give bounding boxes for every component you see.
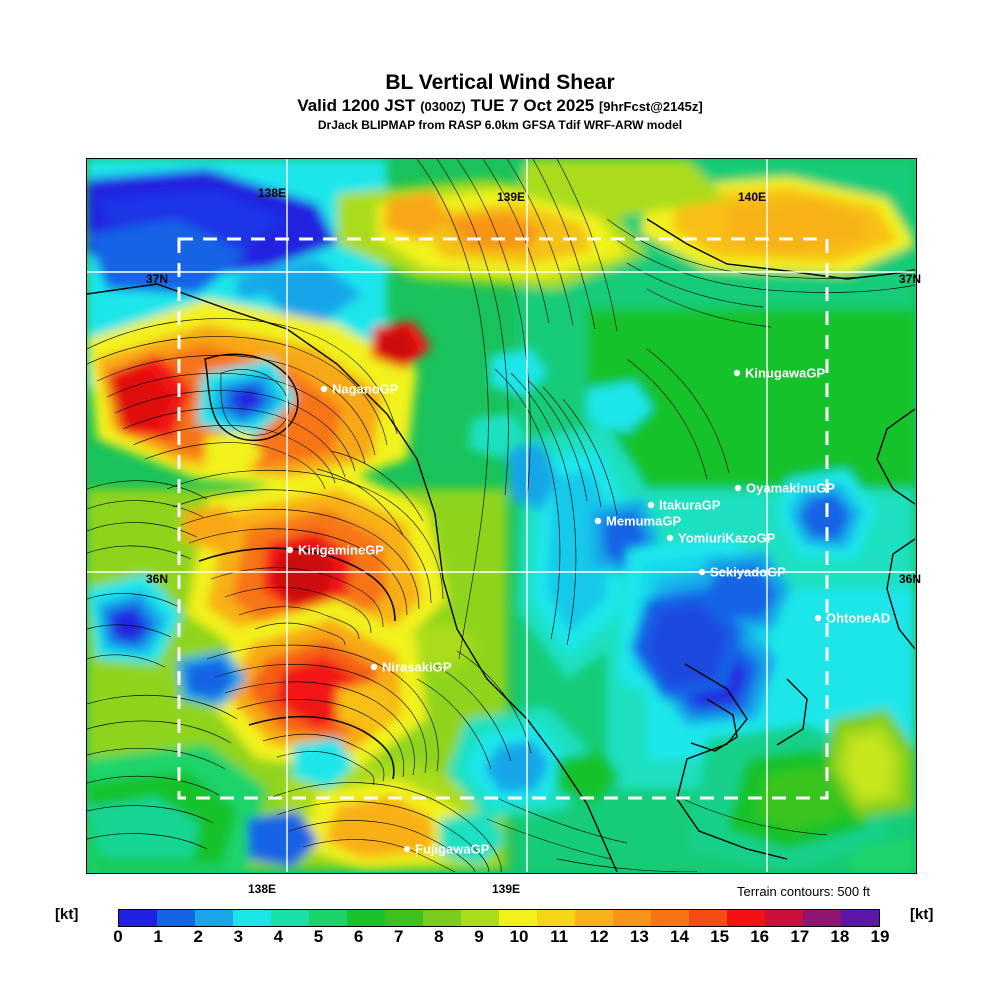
- valid-time-date: TUE 7 Oct 2025: [470, 96, 595, 115]
- station-label: KinugawaGP: [745, 366, 826, 381]
- colorbar-tick-14: 14: [670, 927, 689, 946]
- colorbar-tick-2: 2: [193, 927, 203, 946]
- lon-label-bottom-138e: 138E: [248, 882, 277, 896]
- colorbar-band-17: [765, 910, 803, 926]
- lat-label-37n: 37N: [899, 272, 922, 286]
- lon-label-top-138e: 138E: [258, 186, 287, 200]
- station-marker[interactable]: [403, 845, 411, 853]
- station-overlay: NaganoGP KirigamineGP NirasakiGP FujigawaGP…: [286, 366, 890, 857]
- terrain-contour-note: Terrain contours: 500 ft: [737, 884, 870, 899]
- shear-color-field: [87, 159, 915, 872]
- model-source-line: DrJack BLIPMAP from RASP 6.0km GFSA Tdif…: [317, 118, 683, 132]
- forecast-hour-tag: [9hrFcst@2145z]: [598, 99, 703, 114]
- colorbar-band-13: [613, 910, 651, 926]
- colorbar-tick-9: 9: [474, 927, 484, 946]
- colorbar-tick-7: 7: [394, 927, 404, 946]
- colorbar-band-14: [651, 910, 689, 926]
- station-marker[interactable]: [594, 517, 602, 525]
- colorbar-band-12: [575, 910, 613, 926]
- station-label: NirasakiGP: [382, 660, 452, 675]
- colorbar-tick-1: 1: [153, 927, 163, 946]
- colorbar-tick-10: 10: [509, 927, 529, 946]
- lon-label-top-139e: 139E: [497, 190, 526, 204]
- colorbar-tick-19: 19: [870, 927, 890, 946]
- colorbar-tick-15: 15: [710, 927, 730, 946]
- colorbar-tick-labels: 0 1 2 3 4 5 6 7 8 9 10 11 12 13 14 15 16 17 18 19: [113, 927, 889, 949]
- station-marker[interactable]: [698, 568, 706, 576]
- station-marker[interactable]: [666, 534, 674, 542]
- colorbar-band-3: [233, 910, 271, 926]
- colorbar-band-15: [689, 910, 727, 926]
- colorbar-tick-17: 17: [790, 927, 810, 946]
- colorbar-band-10: [499, 910, 537, 926]
- colorbar-band-2: [195, 910, 233, 926]
- valid-time-line: Valid 1200 JST (0300Z) TUE 7 Oct 2025 [9…: [0, 96, 1000, 117]
- colorbar-tick-5: 5: [313, 927, 324, 946]
- station-label: ItakuraGP: [659, 498, 721, 513]
- colorbar-band-0: [119, 910, 157, 926]
- colorbar-tick-6: 6: [353, 927, 364, 946]
- colorbar-band-9: [461, 910, 499, 926]
- colorbar-tick-8: 8: [434, 927, 444, 946]
- chart-title-block: BL Vertical Wind Shear Valid 1200 JST (0…: [0, 72, 1000, 133]
- subdomain-box: [177, 237, 829, 800]
- lat-label-36n: 36N: [899, 572, 922, 586]
- terrain-contours: [87, 159, 915, 872]
- colorbar-band-19: [841, 910, 879, 926]
- valid-time-utc: (0300Z): [420, 99, 466, 114]
- lat-label-36n: 36N: [146, 572, 169, 586]
- colorbar-tick-16: 16: [750, 927, 770, 946]
- colorbar-unit-left: [kt]: [55, 906, 79, 923]
- station-marker[interactable]: [734, 484, 742, 492]
- lat-label-37n: 37N: [146, 272, 169, 286]
- station-label: OyamakinuGP: [746, 481, 835, 496]
- station-label: KirigamineGP: [298, 543, 384, 558]
- colorbar-band-6: [347, 910, 385, 926]
- station-label: SekiyadoGP: [710, 565, 786, 580]
- station-marker[interactable]: [733, 369, 741, 377]
- station-marker[interactable]: [370, 663, 378, 671]
- colorbar-tick-12: 12: [589, 927, 609, 946]
- colorbar-band-18: [803, 910, 841, 926]
- lon-label-top-140e: 140E: [738, 190, 767, 204]
- station-marker[interactable]: [647, 501, 655, 509]
- station-label: FujigawaGP: [415, 842, 490, 857]
- station-marker[interactable]: [320, 385, 328, 393]
- colorbar-band-4: [271, 910, 309, 926]
- colorbar[interactable]: [118, 909, 880, 927]
- coastline-overlay: [87, 218, 915, 872]
- colorbar-band-7: [385, 910, 423, 926]
- colorbar-unit-right: [kt]: [910, 906, 934, 923]
- station-label: NaganoGP: [332, 382, 399, 397]
- station-label: MemumaGP: [606, 514, 681, 529]
- colorbar-tick-18: 18: [830, 927, 850, 946]
- colorbar-band-1: [157, 910, 195, 926]
- colorbar-tick-13: 13: [629, 927, 649, 946]
- station-label: YomiuriKazoGP: [678, 531, 776, 546]
- lon-label-bottom-139e: 139E: [492, 882, 521, 896]
- page-title: BL Vertical Wind Shear: [385, 71, 615, 94]
- colorbar-band-5: [309, 910, 347, 926]
- weather-map[interactable]: NaganoGP KirigamineGP NirasakiGP FujigawaGP…: [86, 158, 917, 874]
- valid-time-main: Valid 1200 JST: [297, 96, 416, 115]
- colorbar-band-16: [727, 910, 765, 926]
- colorbar-tick-3: 3: [233, 927, 244, 946]
- colorbar-band-8: [423, 910, 461, 926]
- station-label: OhtoneAD: [826, 611, 890, 626]
- station-marker[interactable]: [814, 614, 822, 622]
- station-marker[interactable]: [286, 546, 294, 554]
- colorbar-band-11: [537, 910, 575, 926]
- lat-lon-graticule: [87, 159, 915, 872]
- map-canvas: [87, 159, 915, 872]
- colorbar-tick-0: 0: [113, 927, 123, 946]
- colorbar-tick-4: 4: [273, 927, 284, 946]
- colorbar-tick-11: 11: [550, 927, 569, 946]
